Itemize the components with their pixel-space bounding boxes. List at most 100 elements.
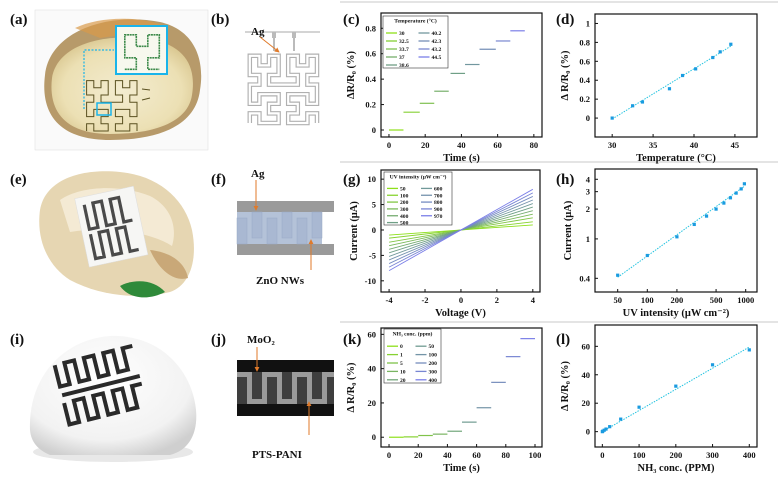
panel-label-l: (l)	[556, 332, 570, 348]
series-line-970	[388, 188, 534, 272]
x-tick-label: 300	[706, 450, 719, 460]
data-point	[675, 235, 679, 239]
x-tick-label: 100	[633, 450, 646, 460]
legend-label: 1	[400, 353, 403, 359]
zoom-connector-line	[83, 49, 114, 109]
data-point	[718, 50, 722, 54]
legend-label: 32.5	[399, 39, 409, 45]
y-tick-label: 60	[582, 341, 591, 351]
data-point	[714, 207, 718, 211]
legend-label: 500	[400, 221, 409, 227]
chart-g: -4 -2 0 2 4 -10 -5 0 5 10 Voltage (V) Current (μA) U…	[349, 169, 541, 319]
x-tick-label: 200	[671, 295, 684, 305]
x-tick-label: 60	[472, 450, 481, 460]
legend-label: 50	[400, 186, 406, 192]
y-tick-label: 5	[372, 200, 376, 210]
hilbert-sensor-pattern	[86, 80, 138, 132]
panel-label-a: (a)	[10, 12, 28, 28]
y-tick-label: 40	[582, 370, 591, 380]
x-tick-label: 100	[529, 450, 542, 460]
x-axis-label: UV intensity (μW cm⁻²)	[623, 308, 730, 319]
data-point	[645, 253, 649, 258]
x-tick-label: 45	[731, 140, 740, 150]
x-tick-label: 60	[493, 140, 502, 150]
legend-title: UV intensity (μW cm⁻²)	[390, 174, 447, 181]
legend-label: 700	[434, 193, 443, 199]
x-tick-label: 500	[710, 295, 723, 305]
panel-label-c: (c)	[343, 12, 360, 28]
x-axis-label: Time (s)	[443, 463, 480, 474]
y-tick-label: 20	[582, 398, 591, 408]
moo2-label: MoO₂	[247, 334, 275, 346]
legend-title: NH₃ conc. (ppm)	[393, 331, 433, 338]
y-tick-label: 0	[372, 432, 376, 442]
legend-label: 0	[400, 344, 403, 350]
data-point	[640, 100, 645, 104]
data-point	[680, 73, 685, 78]
y-tick-label: -10	[365, 276, 376, 286]
y-tick-label: 0	[372, 225, 376, 235]
plot-frame	[594, 13, 758, 138]
legend-label: 30	[399, 31, 405, 37]
data-point	[616, 273, 620, 277]
y-tick-label: 0.4	[365, 74, 376, 84]
x-tick-label: 50	[613, 295, 622, 305]
y-tick-label: 0.6	[579, 56, 590, 66]
y-axis-label: Δ R/R₀ (%)	[346, 362, 357, 412]
chart-d: 30 35 40 45 0 0.2 0.4 0.6 0.8 1 Temperature (°C) Δ …	[560, 13, 758, 164]
legend-label: 900	[434, 207, 443, 213]
data-point	[734, 191, 738, 195]
legend-label: 33.7	[399, 47, 409, 53]
legend: NH₃ conc. (ppm) 0 1 5 10 20 50 100 200 300 400	[383, 328, 442, 384]
legend-label: 400	[400, 214, 409, 220]
data-point	[694, 67, 698, 71]
moo2-electrode-diagram: MoO₂ PTS-PANI	[237, 334, 334, 461]
legend-label: 38.6	[399, 63, 409, 69]
y-tick-label: 20	[368, 398, 377, 408]
panel-label-k: (k)	[343, 332, 361, 348]
y-tick-label: 0.2	[579, 94, 590, 104]
legend-label: 5	[400, 361, 403, 367]
zno-nws-label: ZnO NWs	[256, 275, 305, 287]
x-tick-label: 30	[608, 140, 617, 150]
x-tick-label: 0	[600, 450, 604, 460]
legend-label: 37	[399, 55, 405, 61]
data-point	[711, 55, 715, 60]
x-tick-label: 1000	[737, 295, 754, 305]
x-tick-label: 80	[502, 450, 511, 460]
y-tick-label: 0.4	[579, 273, 590, 283]
x-tick-label: 80	[530, 140, 539, 150]
legend-label: 300	[429, 369, 438, 375]
x-tick-label: 0	[387, 140, 391, 150]
data-point	[608, 425, 612, 429]
legend-label: 800	[434, 200, 443, 206]
meander-electrode	[52, 343, 143, 427]
x-tick-label: 20	[421, 140, 430, 150]
plot-frame	[594, 168, 758, 293]
legend-label: 50	[429, 344, 435, 350]
x-axis-label: NH₃ conc. (PPM)	[638, 463, 715, 474]
chart-c: 0 20 40 60 80 0 0.2 0.4 0.6 0.8 Time (s) ΔR/R₀ (%) T…	[346, 12, 543, 164]
zoom-region-box	[96, 102, 112, 116]
x-tick-label: 0	[459, 295, 463, 305]
data-point	[710, 363, 715, 367]
y-tick-label: 1	[586, 234, 590, 244]
x-axis-label: Temperature (°C)	[636, 153, 716, 164]
legend-label: 42.3	[432, 39, 442, 45]
y-tick-label: 3	[586, 187, 590, 197]
plot-frame	[380, 327, 543, 448]
x-tick-label: 0	[387, 450, 391, 460]
y-tick-label: -5	[369, 250, 376, 260]
y-axis-label: Current (μA)	[563, 200, 574, 260]
x-tick-label: 100	[641, 295, 654, 305]
x-tick-label: 40	[443, 450, 452, 460]
data-point	[728, 196, 733, 200]
hilbert-path-inner	[248, 54, 319, 125]
data-point	[722, 201, 726, 205]
y-tick-label: 0.8	[579, 37, 590, 47]
legend-label: 600	[434, 186, 443, 192]
lead-wire	[141, 88, 151, 91]
